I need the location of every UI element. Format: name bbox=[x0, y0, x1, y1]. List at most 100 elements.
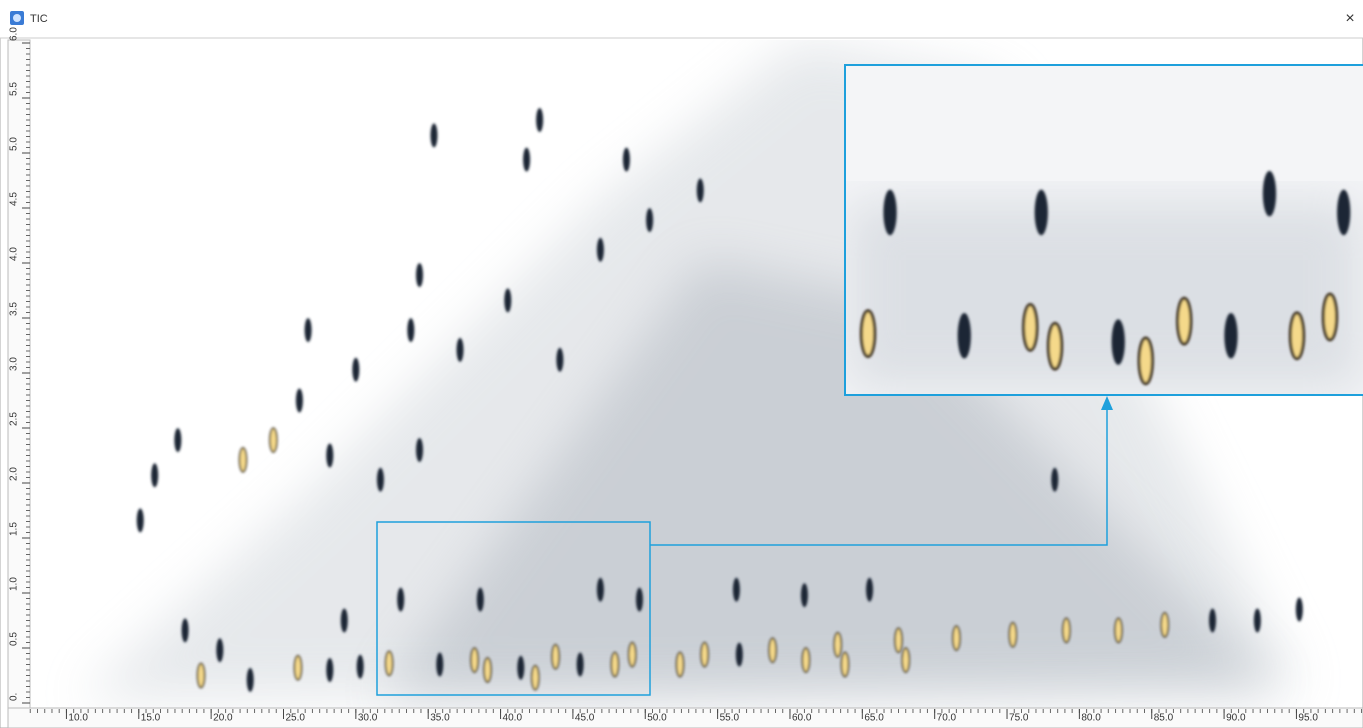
peak bbox=[1161, 613, 1168, 637]
peak bbox=[517, 656, 524, 680]
close-button[interactable]: × bbox=[1345, 10, 1354, 27]
peak bbox=[1063, 618, 1070, 642]
y-tick-label: 2.0 bbox=[9, 467, 20, 481]
peak bbox=[1178, 298, 1191, 344]
peak bbox=[198, 664, 205, 688]
peak bbox=[357, 655, 364, 679]
y-tick-label: 3.5 bbox=[9, 302, 20, 316]
peak bbox=[436, 653, 443, 677]
title-bar bbox=[0, 0, 1363, 38]
inset-haze bbox=[846, 200, 1363, 390]
peak bbox=[430, 123, 437, 147]
y-tick-label: 0.5 bbox=[9, 632, 20, 646]
peak bbox=[1337, 190, 1350, 236]
peak bbox=[151, 463, 158, 487]
peak bbox=[902, 648, 909, 672]
peak bbox=[841, 653, 848, 677]
peak bbox=[597, 578, 604, 602]
y-tick-label: 3.0 bbox=[9, 357, 20, 371]
x-tick-label: 75.0 bbox=[1009, 713, 1029, 724]
peak bbox=[577, 653, 584, 677]
peak bbox=[646, 208, 653, 232]
peak bbox=[137, 508, 144, 532]
x-tick-label: 10.0 bbox=[68, 713, 88, 724]
peak bbox=[532, 666, 539, 690]
peak bbox=[294, 656, 301, 680]
peak bbox=[697, 178, 704, 202]
peak bbox=[523, 148, 530, 172]
peak bbox=[1009, 623, 1016, 647]
peak bbox=[895, 628, 902, 652]
x-tick-label: 45.0 bbox=[575, 713, 595, 724]
y-tick-label: 5.0 bbox=[9, 137, 20, 151]
peak bbox=[182, 618, 189, 642]
peak bbox=[866, 578, 873, 602]
x-tick-label: 85.0 bbox=[1154, 713, 1174, 724]
y-tick-label: 0. bbox=[9, 693, 20, 701]
peak bbox=[801, 583, 808, 607]
x-tick-label: 70.0 bbox=[937, 713, 957, 724]
peak bbox=[1051, 468, 1058, 492]
peak bbox=[958, 313, 971, 359]
peak bbox=[484, 658, 491, 682]
peak bbox=[736, 643, 743, 667]
peak bbox=[701, 643, 708, 667]
peak bbox=[953, 626, 960, 650]
peak bbox=[239, 448, 246, 472]
y-tick-label: 6.0 bbox=[9, 27, 20, 41]
peak bbox=[1115, 618, 1122, 642]
y-tick-label: 2.5 bbox=[9, 412, 20, 426]
y-tick-label: 1.5 bbox=[9, 522, 20, 536]
peak bbox=[377, 468, 384, 492]
peak bbox=[326, 444, 333, 468]
peak bbox=[1323, 294, 1336, 340]
peak bbox=[247, 668, 254, 692]
x-tick-label: 95.0 bbox=[1298, 713, 1318, 724]
y-tick-label: 4.0 bbox=[9, 247, 20, 261]
x-tick-label: 25.0 bbox=[285, 713, 305, 724]
peak bbox=[216, 638, 223, 662]
peak bbox=[597, 238, 604, 262]
peak bbox=[834, 633, 841, 657]
peak bbox=[802, 648, 809, 672]
y-tick-label: 5.5 bbox=[9, 82, 20, 96]
x-tick-label: 80.0 bbox=[1081, 713, 1101, 724]
peak bbox=[407, 318, 414, 342]
peak bbox=[397, 588, 404, 612]
peak bbox=[477, 588, 484, 612]
y-tick-label: 4.5 bbox=[9, 192, 20, 206]
peak bbox=[1035, 190, 1048, 236]
peak bbox=[457, 338, 464, 362]
peak bbox=[326, 658, 333, 682]
peak bbox=[1254, 609, 1261, 633]
x-tick-label: 40.0 bbox=[503, 713, 523, 724]
peak bbox=[386, 651, 393, 675]
peak bbox=[623, 148, 630, 172]
peak bbox=[341, 609, 348, 633]
peak bbox=[611, 653, 618, 677]
peak bbox=[676, 653, 683, 677]
x-tick-label: 50.0 bbox=[647, 713, 667, 724]
y-tick-label: 1.0 bbox=[9, 577, 20, 591]
peak bbox=[416, 263, 423, 287]
window-title: TIC bbox=[30, 13, 48, 25]
x-tick-label: 55.0 bbox=[720, 713, 740, 724]
peak bbox=[352, 358, 359, 382]
x-tick-label: 20.0 bbox=[213, 713, 233, 724]
peak bbox=[1209, 609, 1216, 633]
peak bbox=[861, 311, 874, 357]
peak bbox=[552, 645, 559, 669]
peak bbox=[1296, 598, 1303, 622]
x-tick-label: 90.0 bbox=[1226, 713, 1246, 724]
peak bbox=[556, 348, 563, 372]
x-tick-label: 35.0 bbox=[430, 713, 450, 724]
x-tick-label: 30.0 bbox=[358, 713, 378, 724]
peak bbox=[1048, 323, 1061, 369]
peak bbox=[1024, 305, 1037, 351]
peak bbox=[270, 428, 277, 452]
peak bbox=[883, 190, 896, 236]
peak bbox=[1290, 313, 1303, 359]
peak bbox=[733, 578, 740, 602]
peak bbox=[174, 428, 181, 452]
window: TIC × 10.015.020.025.030.035.040.045.050… bbox=[0, 0, 1363, 728]
